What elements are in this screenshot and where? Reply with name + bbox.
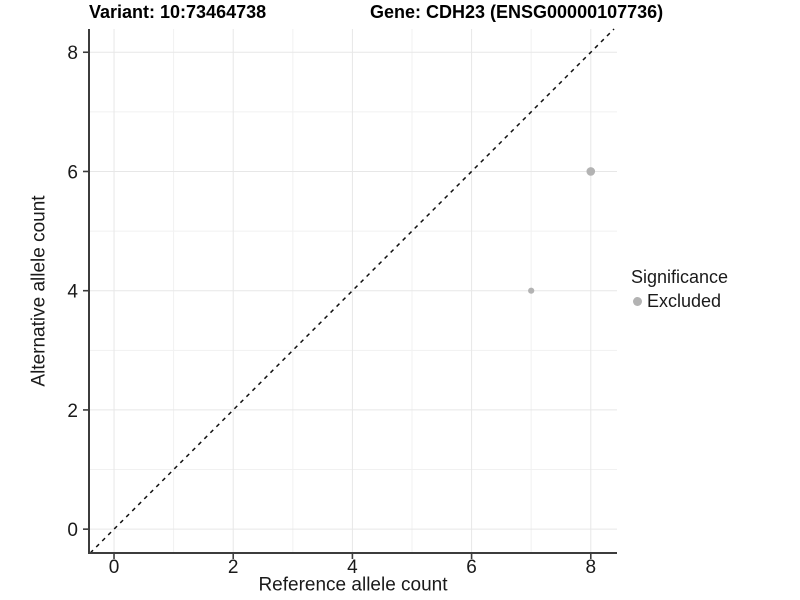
y-tick-label: 4 (67, 282, 78, 303)
legend: Significance Excluded (631, 267, 728, 312)
data-point (586, 167, 596, 176)
x-tick-label: 6 (466, 557, 477, 578)
x-tick-label: 2 (228, 557, 239, 578)
x-tick-label: 8 (585, 557, 596, 578)
y-tick-label: 2 (67, 401, 78, 422)
legend-entry-label: Excluded (647, 290, 722, 311)
legend-title: Significance (631, 267, 729, 287)
x-axis-title: Reference allele count (258, 574, 448, 596)
legend-entry-excluded: Excluded (631, 291, 728, 312)
variant-title: Variant: 10:73464738 (89, 2, 267, 22)
x-tick-label: 0 (109, 557, 120, 578)
y-tick-label: 8 (67, 43, 78, 64)
legend-point-icon (633, 296, 642, 306)
gene-title: Gene: CDH23 (ENSG00000107736) (370, 2, 664, 22)
x-tick-label: 4 (347, 557, 358, 578)
y-axis-title: Alternative allele count (28, 195, 50, 387)
y-tick-label: 6 (67, 162, 78, 183)
y-tick-label: 0 (67, 520, 78, 541)
data-point (528, 287, 535, 294)
